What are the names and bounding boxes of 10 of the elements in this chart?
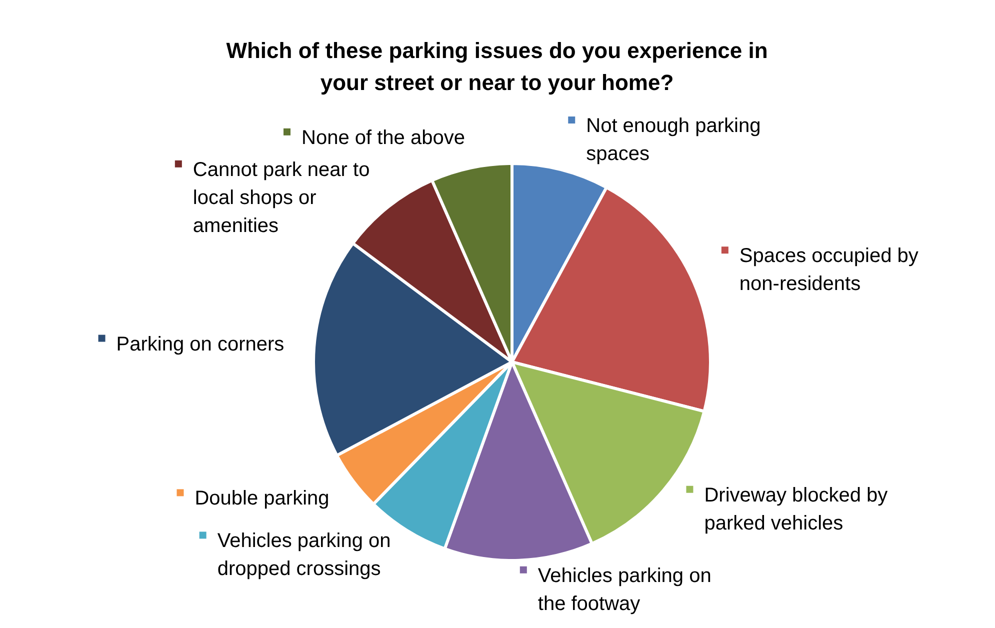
legend-label: Parking on corners xyxy=(116,333,284,356)
legend-label: None of the above xyxy=(302,126,465,149)
legend-label: Cannot park near to local shops or amenities xyxy=(192,158,370,237)
legend-label: Driveway blocked by parked vehicles xyxy=(704,484,888,534)
legend-label: Spaces occupied by non-residents xyxy=(739,245,918,296)
legend-label: Not enough parking spaces xyxy=(586,115,761,166)
chart-title: Which of these parking issues do you experience in your street or near to your home? xyxy=(226,38,768,96)
legend-label: Vehicles parking on dropped crossings xyxy=(217,530,391,580)
legend-label: Vehicles parking on the footway xyxy=(538,564,712,615)
legend-label: Double parking xyxy=(194,488,330,510)
